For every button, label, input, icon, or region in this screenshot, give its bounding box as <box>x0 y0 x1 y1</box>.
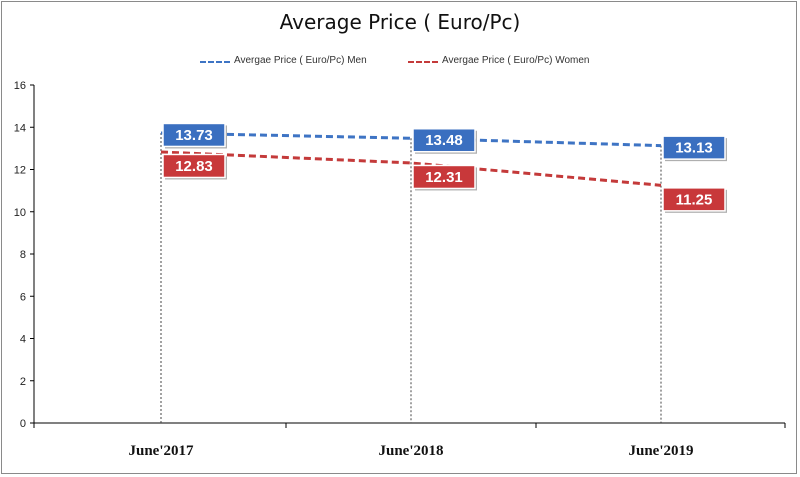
data-label-women: 11.25 <box>676 191 713 208</box>
data-label-women: 12.83 <box>175 158 213 175</box>
x-category-label: June'2018 <box>378 443 443 459</box>
x-category-label: June'2017 <box>128 443 194 459</box>
x-category-label: June'2019 <box>628 443 693 459</box>
y-tick-label: 4 <box>20 334 26 346</box>
data-label-box-men <box>412 127 476 153</box>
data-label-men: 13.73 <box>175 127 213 144</box>
data-label-women: 12.31 <box>425 169 463 186</box>
data-label-men: 13.48 <box>425 132 463 149</box>
legend-swatch-women <box>408 61 438 63</box>
series-line-women <box>160 150 662 187</box>
data-label-box-women <box>662 187 726 212</box>
y-tick-label: 16 <box>14 80 26 92</box>
legend-label-women: Avergae Price ( Euro/Pc) Women <box>442 55 590 66</box>
data-label-box-men <box>662 135 726 160</box>
data-label-box-men <box>162 122 226 148</box>
y-tick-label: 6 <box>20 291 26 303</box>
y-tick-label: 12 <box>14 165 26 177</box>
y-tick-label: 14 <box>14 122 26 134</box>
data-label-box-women <box>162 153 226 179</box>
y-tick-label: 0 <box>20 418 26 430</box>
legend-swatch-men <box>200 61 230 63</box>
y-tick-label: 2 <box>20 376 26 388</box>
chart-title: Average Price ( Euro/Pc) <box>279 10 521 34</box>
legend: Avergae Price ( Euro/Pc) Men Avergae Pri… <box>0 54 800 70</box>
y-tick-label: 10 <box>14 207 26 219</box>
y-tick-label: 8 <box>20 249 26 261</box>
data-label-box-women <box>412 164 476 190</box>
data-label-men: 13.13 <box>675 140 713 157</box>
series-line-men <box>160 131 662 148</box>
legend-label-men: Avergae Price ( Euro/Pc) Men <box>234 55 367 66</box>
